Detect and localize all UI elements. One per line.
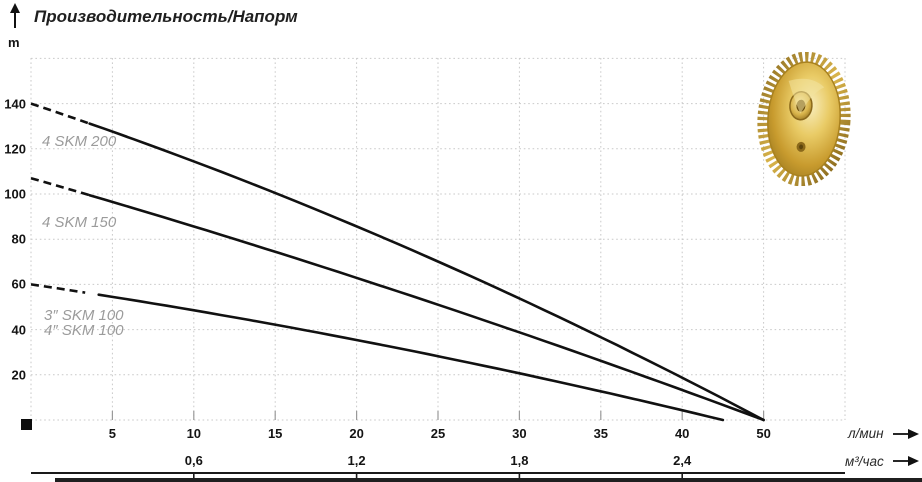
secondary-axis-line: [31, 472, 845, 474]
x2-tick-label: 1,2: [347, 453, 366, 468]
x-axis-unit-lpm: л/мин: [848, 426, 884, 441]
y-tick-label: 40: [11, 322, 26, 338]
x-tick-label: 40: [674, 426, 690, 441]
x2-tick-label: 2,4: [673, 453, 692, 468]
y-tick-label: 140: [4, 96, 26, 112]
y-axis-unit: m: [8, 35, 20, 50]
impeller-image: [757, 52, 851, 186]
x-tick-label: 20: [349, 426, 364, 441]
x-tick-label: 30: [512, 426, 527, 441]
y-tick-label: 60: [11, 276, 26, 292]
y-tick-label: 100: [4, 186, 26, 202]
origin-marker: [21, 419, 32, 430]
x-axis-unit-m3h: м³/час: [845, 454, 884, 469]
x-tick-label: 50: [756, 426, 771, 441]
y-tick-label: 20: [11, 367, 26, 383]
y-tick-label: 120: [4, 141, 26, 157]
curve-label-skm100: 3″ SKM 100 4″ SKM 100: [44, 308, 124, 338]
x-tick-label: 5: [108, 426, 117, 441]
x-tick-label: 15: [267, 426, 283, 441]
curve-label-3skm100: 3″ SKM 100: [44, 307, 124, 324]
curve-label-4skm100: 4″ SKM 100: [44, 322, 124, 339]
x-tick-label: 10: [186, 426, 202, 441]
chart-title: Производительность/Напорм: [34, 7, 298, 26]
cropped-table-edge: [55, 478, 922, 482]
x-tick-label: 25: [430, 426, 446, 441]
right-arrow-icon: [893, 456, 919, 466]
curve-label-4skm200: 4 SKM 200: [42, 133, 117, 150]
x-tick-label: 35: [593, 426, 609, 441]
right-arrow-icon: [893, 429, 919, 439]
x2-tick-label: 1,8: [510, 453, 529, 468]
y-tick-label: 80: [11, 231, 26, 247]
curve-label-4skm150: 4 SKM 150: [42, 214, 117, 231]
up-arrow-icon: [10, 3, 20, 28]
x2-tick-label: 0,6: [184, 453, 203, 468]
